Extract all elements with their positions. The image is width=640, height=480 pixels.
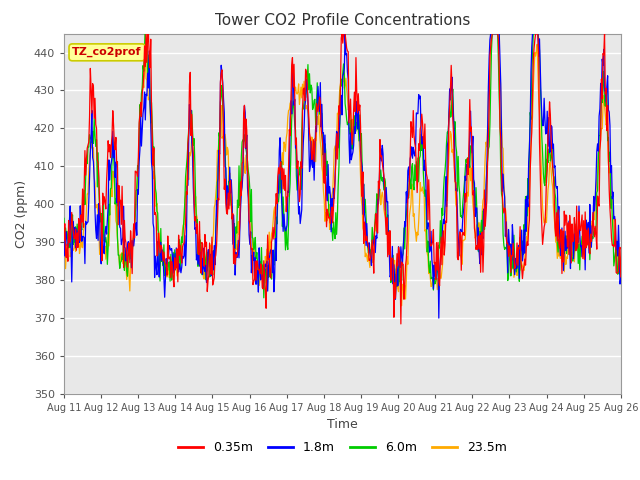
X-axis label: Time: Time bbox=[327, 418, 358, 431]
Legend: 0.35m, 1.8m, 6.0m, 23.5m: 0.35m, 1.8m, 6.0m, 23.5m bbox=[173, 436, 512, 459]
Text: TZ_co2prof: TZ_co2prof bbox=[72, 47, 142, 58]
Y-axis label: CO2 (ppm): CO2 (ppm) bbox=[15, 180, 28, 248]
Title: Tower CO2 Profile Concentrations: Tower CO2 Profile Concentrations bbox=[214, 13, 470, 28]
